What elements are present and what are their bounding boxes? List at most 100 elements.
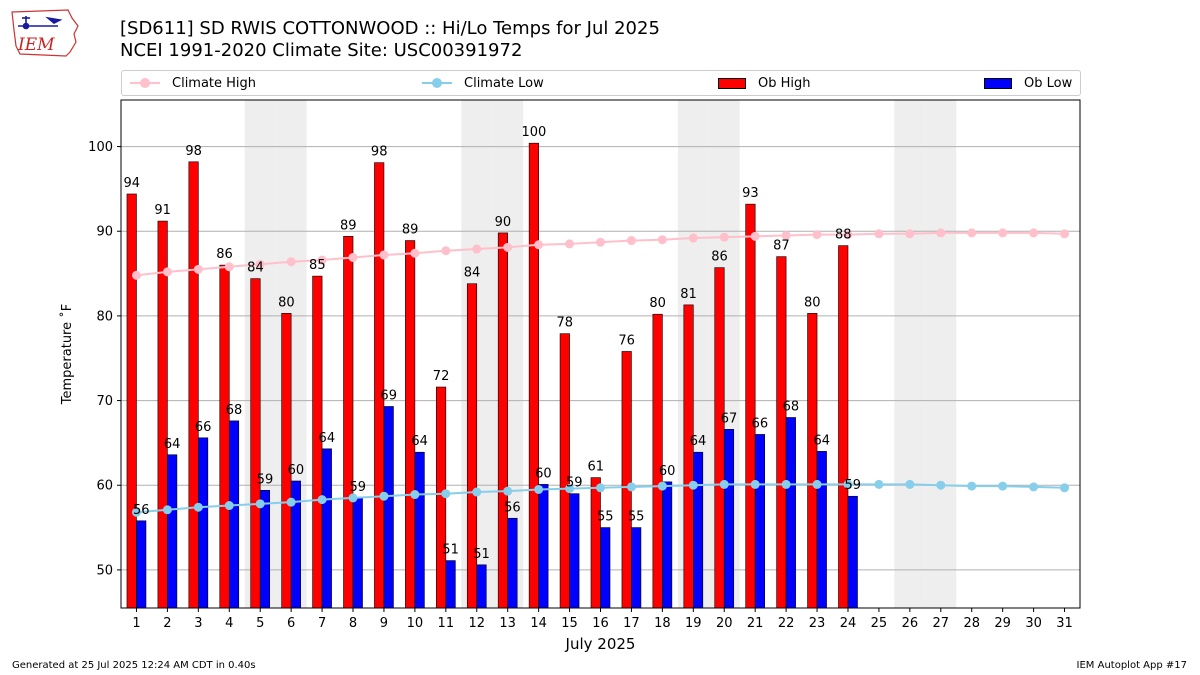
x-tick-label: 3	[194, 616, 202, 631]
legend-item-climate-low: Climate Low	[420, 71, 544, 95]
ob-low-data-label: 64	[319, 431, 336, 446]
app-credit: IEM Autoplot App #17	[1076, 660, 1187, 671]
climate-high-point	[657, 235, 667, 245]
x-tick-label: 6	[287, 616, 295, 631]
ob-high-data-label: 98	[371, 145, 388, 160]
ob-high-data-label: 100	[521, 125, 546, 140]
climate-high-point	[812, 230, 822, 240]
climate-high-point	[193, 264, 203, 274]
climate-high-point	[286, 257, 296, 267]
ob-high-bar	[528, 142, 539, 609]
ob-high-bar	[683, 304, 694, 609]
y-tick-label: 70	[96, 394, 113, 409]
climate-low-point	[812, 479, 822, 489]
ob-low-bar	[754, 434, 765, 609]
climate-high-point	[441, 246, 451, 256]
legend-label: Ob Low	[1024, 75, 1073, 91]
x-tick-label: 26	[902, 616, 919, 631]
ob-low-bar	[445, 560, 456, 609]
climate-low-point	[534, 484, 544, 494]
ob-high-data-label: 93	[742, 186, 759, 201]
climate-low-point	[967, 481, 977, 491]
ob-low-data-label: 51	[473, 547, 490, 562]
x-tick-label: 21	[747, 616, 764, 631]
x-tick-label: 18	[654, 616, 671, 631]
climate-high-point	[317, 255, 327, 265]
climate-low-point	[1029, 482, 1039, 492]
ob-high-data-label: 94	[123, 176, 140, 191]
weather-station-icon	[18, 16, 63, 30]
x-tick-label: 28	[963, 616, 980, 631]
legend-box-icon	[980, 71, 1014, 95]
ob-high-data-label: 84	[464, 266, 481, 281]
generated-note: Generated at 25 Jul 2025 12:24 AM CDT in…	[12, 660, 256, 671]
climate-low-point	[596, 483, 605, 493]
ob-low-data-label: 67	[721, 411, 738, 426]
x-tick-label: 5	[256, 616, 264, 631]
climate-high-point	[565, 239, 575, 249]
climate-low-point	[626, 482, 636, 492]
ob-high-bar	[621, 351, 632, 609]
plot-frame	[120, 99, 1081, 609]
ob-low-data-label: 66	[752, 416, 769, 431]
legend-label: Climate High	[172, 75, 257, 91]
climate-low-point	[688, 480, 698, 490]
ob-low-data-label: 64	[164, 437, 181, 452]
climate-low-point	[286, 497, 296, 507]
x-tick-label: 16	[592, 616, 609, 631]
ob-low-bar	[816, 451, 827, 609]
ob-low-bar	[600, 527, 611, 609]
x-tick-label: 22	[778, 616, 795, 631]
ob-low-data-label: 59	[257, 472, 274, 487]
ob-low-data-label: 68	[783, 400, 800, 415]
ob-low-bar	[538, 484, 549, 609]
x-tick-label: 15	[561, 616, 578, 631]
x-tick-label: 17	[623, 616, 640, 631]
ob-high-data-label: 90	[495, 215, 512, 230]
climate-high-point	[750, 231, 760, 241]
ob-high-data-label: 88	[835, 228, 852, 243]
x-tick-label: 14	[530, 616, 547, 631]
climate-high-point	[874, 229, 884, 239]
climate-low-point	[936, 480, 946, 490]
legend-line-marker-icon	[420, 71, 454, 95]
y-tick-label: 50	[96, 563, 113, 578]
climate-high-point	[1029, 228, 1039, 238]
weekend-shade	[894, 100, 926, 608]
climate-high-point	[688, 233, 698, 243]
climate-high-point	[936, 228, 946, 238]
ob-low-bar	[631, 527, 642, 609]
climate-high-point	[224, 262, 234, 272]
x-tick-label: 11	[438, 616, 455, 631]
x-tick-label: 25	[871, 616, 888, 631]
x-tick-label: 9	[380, 616, 388, 631]
climate-low-point	[317, 495, 327, 505]
climate-high-point	[905, 229, 915, 239]
climate-low-point	[905, 479, 915, 489]
climate-high-point	[472, 244, 482, 254]
ob-low-data-label: 51	[442, 543, 459, 558]
climate-low-point	[781, 479, 791, 489]
ob-low-data-label: 55	[628, 510, 645, 525]
ob-high-bar	[497, 232, 508, 609]
ob-low-bar	[321, 448, 332, 609]
ob-low-data-label: 60	[535, 466, 552, 481]
ob-high-bar	[374, 162, 385, 609]
climate-high-point	[534, 240, 544, 250]
legend: Climate High Climate Low Ob High Ob Low	[121, 70, 1081, 96]
ob-low-data-label: 68	[226, 403, 243, 418]
climate-low-point	[255, 499, 265, 509]
ob-high-data-label: 61	[587, 460, 604, 475]
climate-low-point	[162, 505, 172, 515]
ob-high-bar	[343, 236, 354, 609]
climate-low-point	[379, 491, 389, 501]
ob-high-bar	[559, 333, 570, 609]
climate-high-point	[1060, 229, 1070, 239]
legend-box-icon	[714, 71, 748, 95]
legend-label: Climate Low	[464, 75, 544, 91]
x-tick-label: 8	[349, 616, 357, 631]
ob-high-data-label: 86	[711, 250, 728, 265]
climate-low-point	[1060, 483, 1070, 493]
climate-high-point	[348, 252, 358, 262]
